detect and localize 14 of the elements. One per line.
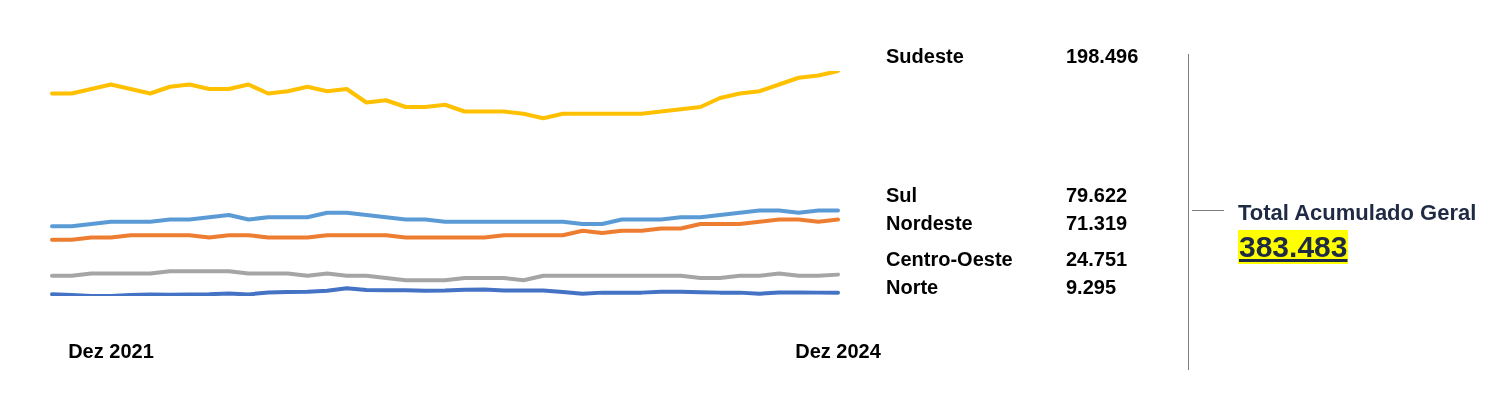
text: Total Acumulado Geral (1238, 200, 1477, 226)
text: 383.483 (1238, 230, 1349, 264)
x-tick-label: Dez 2024 (795, 339, 882, 362)
text: Nordeste (886, 212, 973, 235)
text: Centro-Oeste (886, 248, 1013, 271)
text: Sudeste (886, 44, 964, 67)
text: 71.319 (1066, 212, 1128, 235)
text: 24.751 (1066, 248, 1128, 271)
text: Norte (886, 276, 939, 299)
text: 79.622 (1066, 184, 1128, 207)
text: 9.295 (1066, 276, 1117, 299)
x-tick-label: Dez 2021 (68, 339, 154, 362)
text: 198.496 (1066, 44, 1139, 67)
text: Sul (886, 184, 918, 207)
